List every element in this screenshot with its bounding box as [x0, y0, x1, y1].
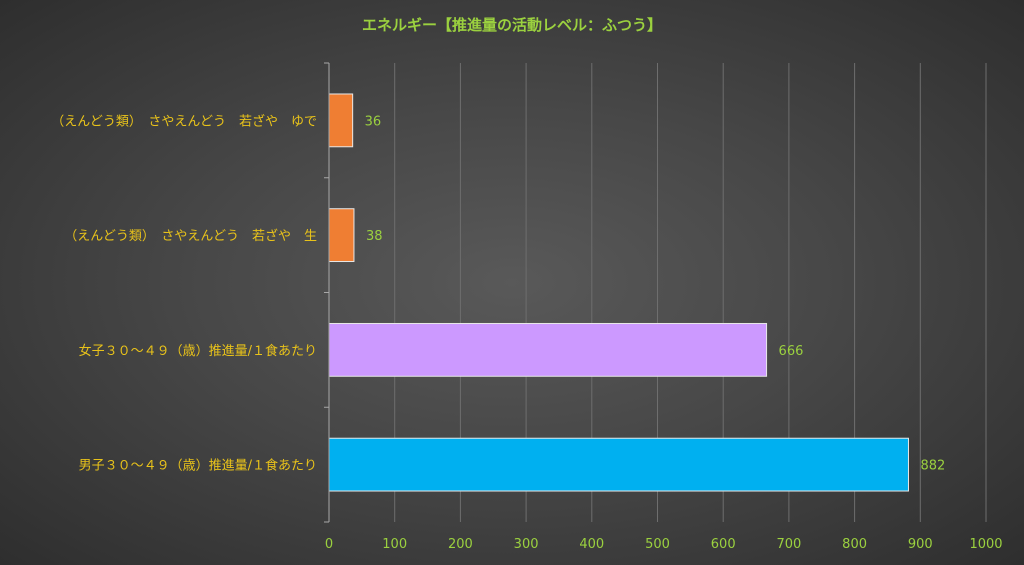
x-tick-label-1000: 1000	[969, 537, 1002, 552]
category-label-2: （えんどう類） さやえんどう 若ざや 生	[64, 228, 317, 244]
category-axis	[324, 62, 330, 523]
x-tick-label-800: 800	[842, 537, 867, 552]
bars	[328, 93, 909, 492]
x-tick-label-300: 300	[514, 537, 539, 552]
x-tick-label-100: 100	[382, 537, 407, 552]
x-tick-label-400: 400	[579, 537, 604, 552]
data-label-2: 38	[366, 229, 383, 244]
category-label-1: （えんどう類） さやえんどう 若ざや ゆで	[51, 113, 317, 129]
data-label-3: 666	[779, 344, 804, 359]
x-tick-label-200: 200	[448, 537, 473, 552]
x-tick-label-500: 500	[645, 537, 670, 552]
bar-2	[328, 208, 355, 263]
chart-title: エネルギー【推進量の活動レベル：ふつう】	[362, 16, 662, 34]
data-label-4: 882	[920, 459, 945, 474]
labels: 0 100 200 300 400 500 600 700 800 900 1000 （えんどう類） …	[51, 113, 1002, 552]
category-label-3: 女子３０～４９（歳）推進量/１食あたり	[79, 343, 317, 359]
category-label-4: 男子３０～４９（歳）推進量/１食あたり	[79, 458, 317, 474]
data-label-1: 36	[365, 114, 382, 129]
bar-1	[328, 93, 354, 148]
bar-4	[328, 437, 909, 492]
x-tick-label-0: 0	[325, 537, 333, 552]
bar-3	[328, 322, 768, 377]
x-tick-label-600: 600	[711, 537, 736, 552]
x-tick-label-900: 900	[908, 537, 933, 552]
gridlines	[394, 63, 987, 522]
x-tick-label-700: 700	[776, 537, 801, 552]
